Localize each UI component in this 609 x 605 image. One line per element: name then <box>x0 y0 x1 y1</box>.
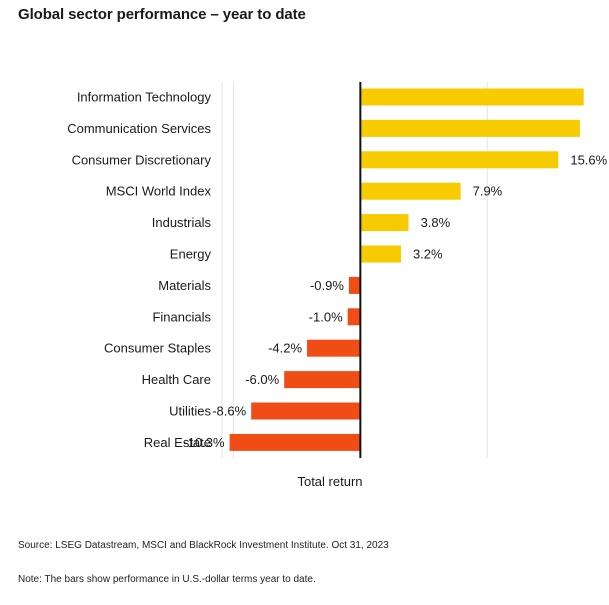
data-label: 15.6% <box>570 152 607 167</box>
bar <box>360 151 559 169</box>
bars <box>229 88 584 451</box>
source-note: Source: LSEG Datastream, MSCI and BlackR… <box>18 540 389 551</box>
data-label: 7.9% <box>473 184 503 199</box>
data-label: 3.2% <box>413 247 443 262</box>
data-label: -0.9% <box>310 278 344 293</box>
category-label: Consumer Staples <box>104 341 211 356</box>
footnote: Note: The bars show performance in U.S.-… <box>18 574 316 585</box>
bar <box>360 245 401 263</box>
category-label: Real Estate <box>144 435 211 450</box>
category-label: Communication Services <box>67 121 211 136</box>
bar <box>307 339 361 357</box>
data-label: -6.0% <box>245 372 279 387</box>
category-label: Utilities <box>169 404 211 419</box>
category-label: MSCI World Index <box>106 184 212 199</box>
bar <box>284 371 361 389</box>
bar <box>360 119 580 137</box>
category-label: Industrials <box>152 215 212 230</box>
value-labels: 15.6% 7.9% 3.8% 3.2% -0.9% -1.0% -4.2% -6.0% -8.… <box>183 152 607 450</box>
data-label: -1.0% <box>309 309 343 324</box>
data-label: -4.2% <box>268 341 302 356</box>
bar <box>347 308 361 326</box>
data-label: -10.3% <box>183 435 225 450</box>
category-label: Energy <box>170 247 212 262</box>
bar-chart: Information Technology Communication Serv… <box>67 82 608 489</box>
category-label: Information Technology <box>77 90 212 105</box>
bar <box>229 433 361 451</box>
chart-title: Global sector performance – year to date <box>18 6 306 23</box>
category-labels: Information Technology Communication Serv… <box>67 90 211 450</box>
bar <box>360 182 461 200</box>
bar <box>251 402 361 420</box>
gridlines <box>221 82 488 458</box>
category-label: Materials <box>158 278 211 293</box>
category-label: Consumer Discretionary <box>72 152 212 167</box>
data-label: 3.8% <box>421 215 451 230</box>
category-label: Financials <box>152 309 211 324</box>
x-axis-label: Total return <box>297 474 362 489</box>
bar <box>360 214 409 232</box>
category-label: Health Care <box>142 372 211 387</box>
bar <box>360 88 584 106</box>
bar <box>348 276 361 294</box>
data-label: -8.6% <box>212 404 246 419</box>
